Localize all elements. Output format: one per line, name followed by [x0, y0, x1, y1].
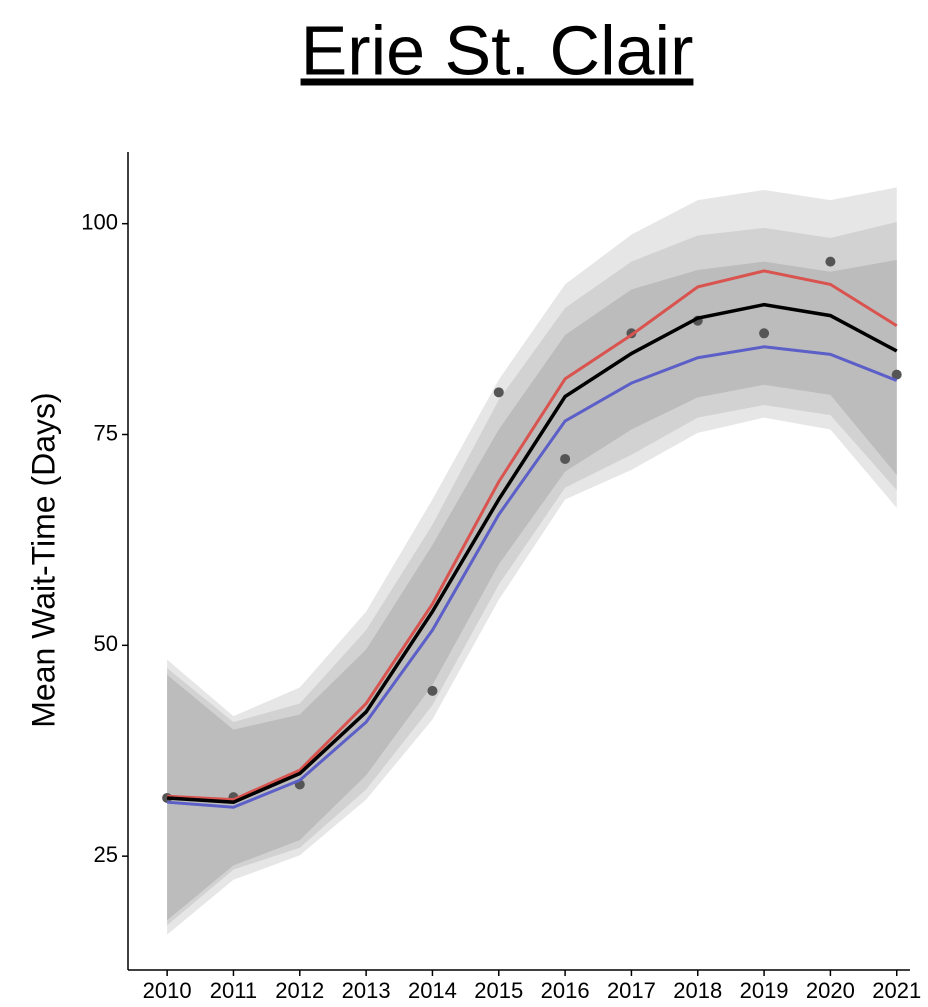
y-tick-label: 25	[94, 842, 118, 867]
confidence-band	[167, 259, 897, 921]
chart-title: Erie St. Clair	[301, 11, 694, 89]
x-tick-label: 2015	[474, 978, 523, 1003]
x-tick-label: 2021	[872, 978, 921, 1003]
series-line	[167, 302, 898, 804]
x-tick-label: 2017	[607, 978, 656, 1003]
data-point	[493, 387, 504, 398]
data-point	[891, 369, 902, 380]
x-tick-label: 2019	[740, 978, 789, 1003]
x-tick-label: 2012	[275, 978, 324, 1003]
x-tick-label: 2018	[673, 978, 722, 1003]
x-tick-label: 2011	[210, 978, 257, 1003]
data-point	[427, 685, 438, 696]
x-tick-label: 2010	[143, 978, 192, 1003]
y-tick-label: 75	[94, 420, 118, 445]
x-tick-label: 2013	[342, 978, 391, 1003]
x-tick-label: 2014	[408, 978, 457, 1003]
y-axis-label: Mean Wait-Time (Days)	[25, 392, 61, 727]
data-point	[825, 256, 836, 267]
y-tick-label: 100	[81, 209, 118, 234]
data-point	[560, 453, 571, 464]
series-line	[167, 345, 898, 809]
y-tick-label: 50	[94, 631, 118, 656]
x-tick-label: 2016	[541, 978, 590, 1003]
data-point	[759, 328, 770, 339]
x-tick-label: 2020	[806, 978, 855, 1003]
series-line	[167, 269, 898, 802]
